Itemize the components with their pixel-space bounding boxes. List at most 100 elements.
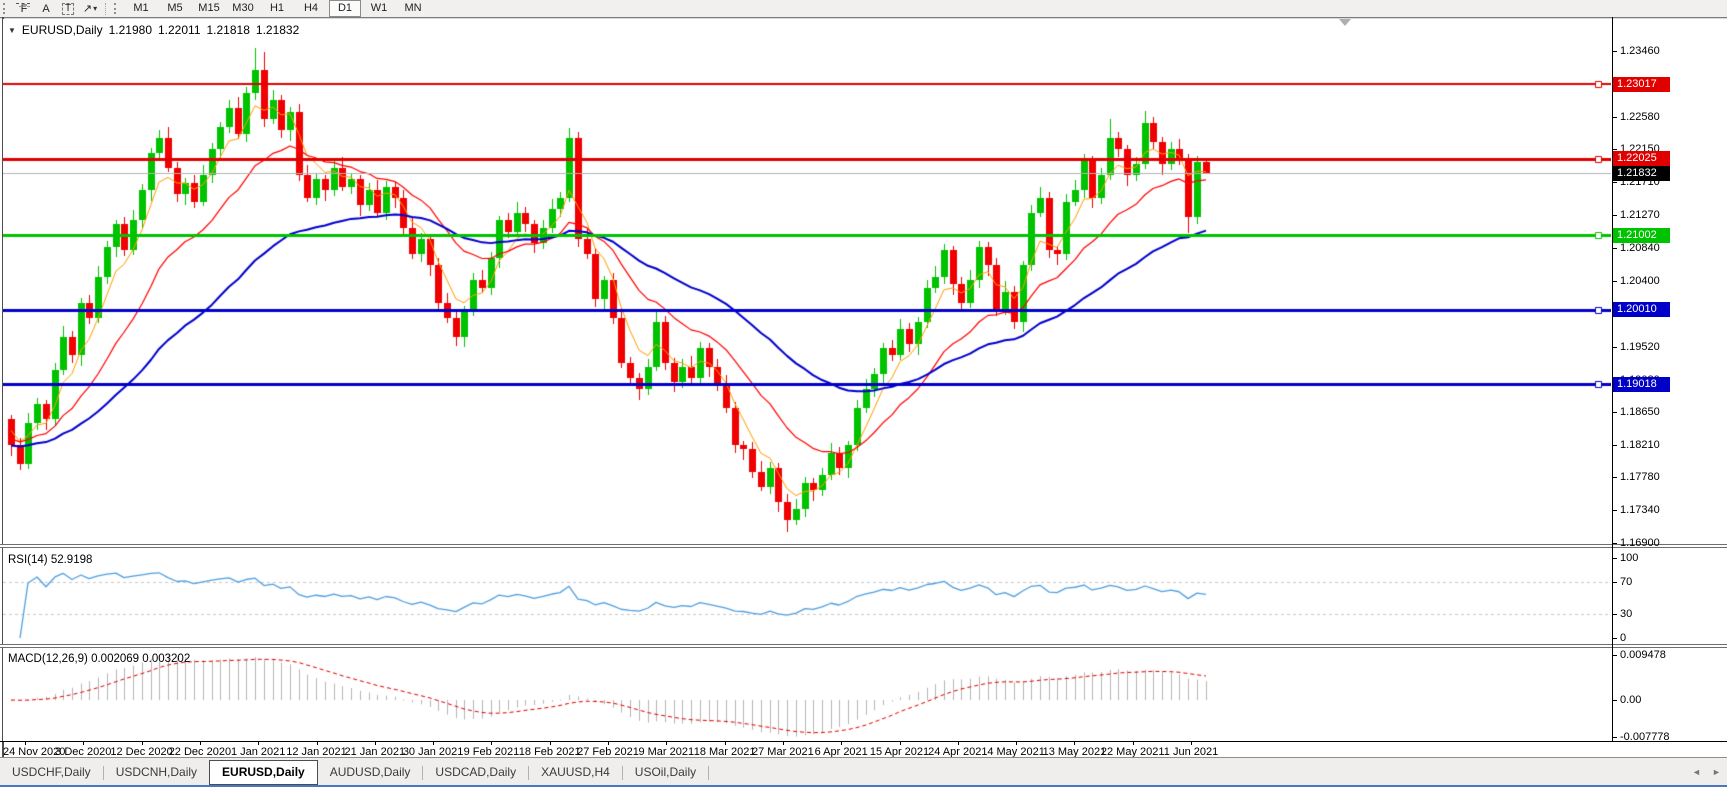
price-tick-mark xyxy=(1612,346,1617,348)
date-label: 24 Nov 2020 xyxy=(3,746,66,758)
date-label: 27 Feb 2021 xyxy=(577,746,639,758)
tab-usdcnh-daily[interactable]: USDCNH,Daily xyxy=(115,765,198,779)
macd-tick-mark xyxy=(1612,737,1617,738)
price-tick-mark xyxy=(1612,117,1617,118)
price-tick-mark xyxy=(1612,510,1617,511)
fibonacci-tool-icon[interactable]: F xyxy=(13,1,35,16)
macd-pane-canvas[interactable] xyxy=(3,648,1611,741)
hline-price-badge: 1.21002 xyxy=(1613,227,1670,243)
macd-tick-label: 0.009478 xyxy=(1620,649,1666,661)
chevron-down-icon[interactable]: ▾ xyxy=(93,4,98,13)
date-tick-mark xyxy=(666,741,668,745)
rsi-tick-mark xyxy=(1612,614,1617,615)
pane-splitter[interactable] xyxy=(0,544,1727,548)
price-tick-label: 1.18210 xyxy=(1620,438,1660,451)
date-tick-mark xyxy=(1074,741,1076,745)
timeframe-button-M5[interactable]: M5 xyxy=(167,2,183,14)
date-label: 1 Jan 2021 xyxy=(230,746,286,758)
macd-tick-mark xyxy=(1612,655,1617,656)
timeframe-button-M15[interactable]: M15 xyxy=(198,2,220,14)
rsi-tick-label: 30 xyxy=(1620,608,1633,620)
date-label: 27 Mar 2021 xyxy=(752,746,814,758)
price-tick-mark xyxy=(1612,149,1617,151)
ohlc-open: 1.21980 xyxy=(108,23,152,37)
tab-usdcad-daily[interactable]: USDCAD,Daily xyxy=(435,765,517,779)
price-tick-label: 1.22580 xyxy=(1620,111,1660,123)
date-axis-line xyxy=(0,741,1727,742)
macd-tick-label: 0.00 xyxy=(1620,694,1642,707)
toolbar: F A T ↗ ▾ M1 M5 M15 M30 H1 H4 D1 W1 MN xyxy=(0,0,1727,18)
price-axis-line xyxy=(1612,17,1613,741)
tab-usdchf-daily[interactable]: USDCHF,Daily xyxy=(12,765,91,779)
date-label: 30 Jan 2021 xyxy=(402,746,464,758)
rsi-tick-mark xyxy=(1612,558,1617,559)
price-tick-mark xyxy=(1612,543,1617,544)
text-tool-icon[interactable]: A xyxy=(35,1,57,16)
tab-scroll-left-icon[interactable]: ◄ xyxy=(1692,767,1701,777)
timeframe-button-H4[interactable]: H4 xyxy=(303,2,319,14)
date-label: 9 Feb 2021 xyxy=(463,746,520,758)
ohlc-close: 1.21832 xyxy=(255,23,300,37)
date-tick-mark xyxy=(433,741,435,745)
timeframe-button-M1[interactable]: M1 xyxy=(133,2,149,14)
timeframe-toolbar-grip[interactable] xyxy=(114,3,119,14)
chart-shift-marker-icon[interactable] xyxy=(1339,19,1351,26)
tab-usoil-daily[interactable]: USOil,Daily xyxy=(634,765,697,779)
timeframe-button-H1[interactable]: H1 xyxy=(269,2,285,14)
window-border-top-light xyxy=(0,18,1727,19)
tab-separator xyxy=(621,766,623,780)
timeframe-button-M30[interactable]: M30 xyxy=(232,2,254,14)
timeframe-button-MN[interactable]: MN xyxy=(404,2,422,14)
date-tick-mark xyxy=(782,741,784,745)
price-tick-mark xyxy=(1612,51,1617,52)
price-chart-canvas[interactable] xyxy=(3,19,1611,544)
date-label: 4 May 2021 xyxy=(987,746,1045,758)
hline-price-badge: 1.23017 xyxy=(1613,76,1670,92)
tab-separator xyxy=(422,766,424,780)
price-tick-mark xyxy=(1612,182,1617,184)
rsi-tick-mark xyxy=(1612,582,1617,583)
timeframe-button-W1[interactable]: W1 xyxy=(370,2,388,14)
tab-audusd-daily[interactable]: AUDUSD,Daily xyxy=(329,765,411,779)
price-tick-label: 1.16900 xyxy=(1620,537,1660,549)
collapse-triangle-icon[interactable]: ▼ xyxy=(8,25,16,35)
date-label: 13 May 2021 xyxy=(1042,746,1107,758)
date-tick-mark xyxy=(25,741,26,745)
date-tick-mark xyxy=(141,741,143,745)
price-tick-label: 1.20840 xyxy=(1620,241,1660,254)
date-label: 12 Dec 2020 xyxy=(110,746,173,758)
rsi-pane-canvas[interactable] xyxy=(3,548,1611,644)
symbol-period-label: EURUSD,Daily xyxy=(21,23,103,37)
date-tick-mark xyxy=(724,741,726,745)
price-tick-label: 1.23460 xyxy=(1620,45,1660,57)
price-tick-mark xyxy=(1612,444,1617,446)
price-tick-label: 1.18650 xyxy=(1620,405,1660,418)
timeframe-button-D1[interactable]: D1 xyxy=(329,0,361,17)
tab-eurusd-daily[interactable]: EURUSD,Daily xyxy=(209,760,318,785)
current-price-badge: 1.21832 xyxy=(1613,165,1670,181)
ohlc-low: 1.21818 xyxy=(206,23,250,37)
date-label: 21 Jan 2021 xyxy=(344,746,406,758)
macd-tick-mark xyxy=(1612,700,1617,702)
window-border-top xyxy=(0,17,1727,18)
price-tick-label: 1.20400 xyxy=(1620,274,1660,287)
price-tick-mark xyxy=(1612,247,1617,249)
price-tick-label: 1.21270 xyxy=(1620,209,1660,222)
pane-splitter[interactable] xyxy=(0,644,1727,648)
date-label: 24 Apr 2021 xyxy=(928,746,988,758)
text-label-glyph: T xyxy=(61,2,75,15)
tab-scroll-right-icon[interactable]: ► xyxy=(1712,767,1721,777)
price-tick-label: 1.19520 xyxy=(1620,340,1660,353)
rsi-tick-label: 70 xyxy=(1620,576,1633,588)
date-label: 22 Dec 2020 xyxy=(168,746,232,758)
price-tick-mark xyxy=(1612,215,1617,217)
rsi-indicator-label: RSI(14) 52.9198 xyxy=(8,554,93,566)
date-label: 9 Mar 2021 xyxy=(638,746,695,758)
arrows-tool-icon[interactable]: ↗ ▾ xyxy=(79,1,101,16)
price-tick-label: 1.17340 xyxy=(1620,504,1660,516)
tab-xauusd-h4[interactable]: XAUUSD,H4 xyxy=(541,765,610,779)
date-tick-mark xyxy=(1016,741,1018,745)
toolbar-grip[interactable] xyxy=(3,3,8,14)
text-label-tool-icon[interactable]: T xyxy=(57,1,79,16)
